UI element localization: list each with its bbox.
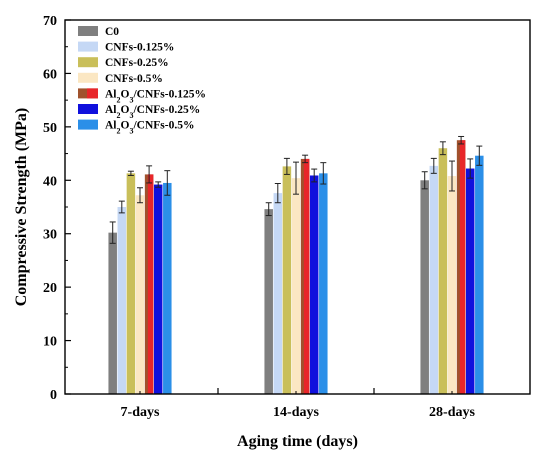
legend-text-part: O — [121, 120, 130, 132]
bar-28-days-CNFs-0.5% — [447, 176, 457, 394]
bar-28-days-CNFs-0.25% — [438, 148, 448, 394]
bar-28-days-Al2O3/CNFs-0.25% — [465, 168, 475, 394]
x-tick-label-14-days: 14-days — [273, 405, 319, 420]
y-tick-label-50: 50 — [43, 121, 57, 136]
legend-subscript: 3 — [129, 95, 133, 104]
legend-text-part: O — [121, 88, 130, 100]
bar-14-days-CNFs-0.25% — [282, 166, 292, 394]
legend-subscript: 2 — [117, 126, 121, 135]
legend: C0CNFs-0.125%CNFs-0.25%CNFs-0.5%Al2O3/CN… — [78, 26, 206, 135]
legend-swatch-overlay-Al2O3/CNFs-0.125% — [87, 88, 98, 99]
bar-28-days-CNFs-0.125% — [429, 165, 439, 394]
axes: 0 10 20 30 40 50 60 70 7-days 14-days 28-days — [43, 14, 531, 420]
legend-text-part: Al — [105, 88, 117, 100]
legend-text-part: /CNFs-0.25% — [132, 104, 200, 116]
plot-area — [108, 135, 484, 394]
legend-label-Al2O3/CNFs-0.25%: Al2O3/CNFs-0.25% — [105, 104, 200, 120]
legend-text-part: O — [121, 104, 130, 116]
bar-14-days-C0 — [264, 209, 273, 394]
bar-7-days-CNFs-0.25% — [126, 173, 136, 394]
y-tick-label-0: 0 — [50, 388, 57, 403]
legend-swatch-Al2O3/CNFs-0.25% — [78, 104, 98, 114]
legend-swatch-CNFs-0.5% — [78, 72, 98, 83]
bar-7-days-Al2O3/CNFs-0.5% — [163, 182, 172, 394]
legend-text-part: Al — [105, 120, 117, 132]
legend-label-C0: C0 — [105, 26, 119, 38]
y-axis-title: Compressive Strength (MPa) — [13, 108, 30, 307]
bar-14-days-Al2O3/CNFs-0.25% — [309, 175, 319, 394]
y-tick-label-70: 70 — [43, 14, 57, 29]
legend-swatch-Al2O3/CNFs-0.5% — [78, 119, 98, 130]
legend-text-part: /CNFs-0.125% — [132, 88, 206, 100]
bar-28-days-Al2O3/CNFs-0.5% — [475, 155, 484, 394]
legend-subscript: 2 — [117, 111, 121, 120]
y-tick-label-20: 20 — [43, 281, 57, 296]
bar-7-days-CNFs-0.5% — [135, 195, 145, 394]
legend-subscript: 3 — [129, 111, 133, 120]
legend-label-Al2O3/CNFs-0.125%: Al2O3/CNFs-0.125% — [105, 88, 206, 104]
legend-subscript: 3 — [129, 126, 133, 135]
legend-label-CNFs-0.25%: CNFs-0.25% — [105, 57, 169, 69]
bar-14-days-Al2O3/CNFs-0.5% — [319, 173, 328, 394]
legend-label-CNFs-0.125%: CNFs-0.125% — [105, 42, 174, 54]
x-tick-label-28-days: 28-days — [429, 405, 475, 420]
legend-text-part: Al — [105, 104, 117, 116]
bar-14-days-CNFs-0.5% — [291, 178, 301, 394]
legend-swatch-CNFs-0.25% — [78, 57, 98, 68]
legend-swatch-C0 — [78, 26, 98, 36]
legend-swatch-CNFs-0.125% — [78, 41, 98, 52]
bar-14-days-CNFs-0.125% — [273, 193, 283, 394]
bar-overlay-14-days-Al2O3/CNFs-0.125% — [303, 158, 310, 394]
bar-7-days-C0 — [108, 232, 117, 394]
legend-subscript: 2 — [117, 95, 121, 104]
y-tick-label-30: 30 — [43, 228, 57, 243]
bar-7-days-CNFs-0.125% — [117, 207, 127, 394]
legend-label-CNFs-0.5%: CNFs-0.5% — [105, 73, 163, 85]
legend-text-part: /CNFs-0.5% — [132, 120, 194, 132]
bar-overlay-7-days-Al2O3/CNFs-0.125% — [147, 174, 154, 394]
y-tick-label-40: 40 — [43, 174, 57, 189]
bar-overlay-28-days-Al2O3/CNFs-0.125% — [459, 140, 466, 394]
legend-label-Al2O3/CNFs-0.5%: Al2O3/CNFs-0.5% — [105, 120, 194, 136]
y-tick-label-60: 60 — [43, 67, 57, 82]
bar-28-days-C0 — [420, 180, 429, 394]
x-axis-title: Aging time (days) — [237, 433, 358, 450]
bar-7-days-Al2O3/CNFs-0.25% — [153, 184, 163, 394]
x-tick-label-7-days: 7-days — [121, 405, 160, 420]
y-tick-label-10: 10 — [43, 335, 57, 350]
